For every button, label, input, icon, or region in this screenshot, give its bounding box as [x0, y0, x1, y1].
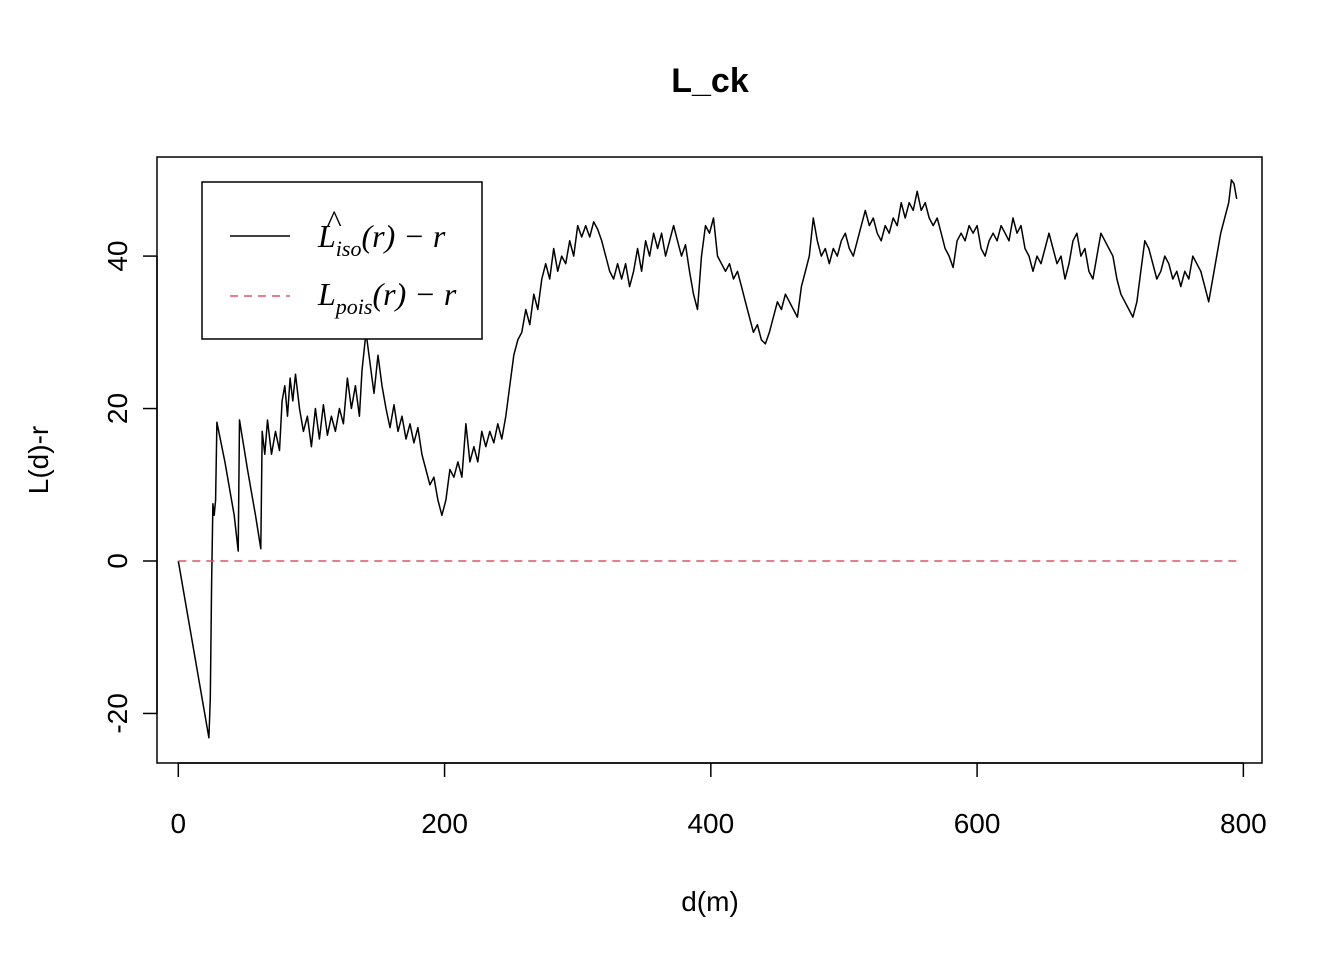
y-tick-label: 40 — [102, 241, 133, 272]
legend-rest-liso: (r) − r — [361, 218, 445, 254]
y-axis: -20 0 20 40 — [102, 241, 158, 734]
legend: ^ Liso(r) − r Lpois(r) − r — [201, 181, 483, 340]
y-tick-label: -20 — [102, 693, 133, 733]
legend-main-lpois: L — [317, 276, 336, 312]
y-tick-label: 20 — [102, 393, 133, 424]
y-tick-label: 0 — [102, 553, 133, 569]
x-axis: 0 200 400 600 800 — [171, 762, 1267, 839]
legend-entry-liso: Liso(r) − r — [317, 218, 446, 261]
x-tick-label: 800 — [1220, 808, 1267, 839]
legend-main-liso: L — [317, 218, 336, 254]
legend-box — [201, 181, 483, 340]
x-axis-label: d(m) — [681, 886, 739, 917]
x-tick-label: 200 — [421, 808, 468, 839]
legend-hat-liso: ^ — [326, 203, 342, 239]
chart-title: L_ck — [671, 62, 749, 100]
y-axis-label: L(d)-r — [23, 426, 54, 494]
x-tick-label: 600 — [954, 808, 1001, 839]
legend-rest-lpois: (r) − r — [372, 276, 456, 312]
x-tick-label: 0 — [171, 808, 187, 839]
legend-sub-liso: iso — [336, 236, 362, 261]
legend-entry-lpois: Lpois(r) − r — [317, 276, 457, 319]
legend-sub-lpois: pois — [334, 294, 373, 319]
x-tick-label: 400 — [687, 808, 734, 839]
